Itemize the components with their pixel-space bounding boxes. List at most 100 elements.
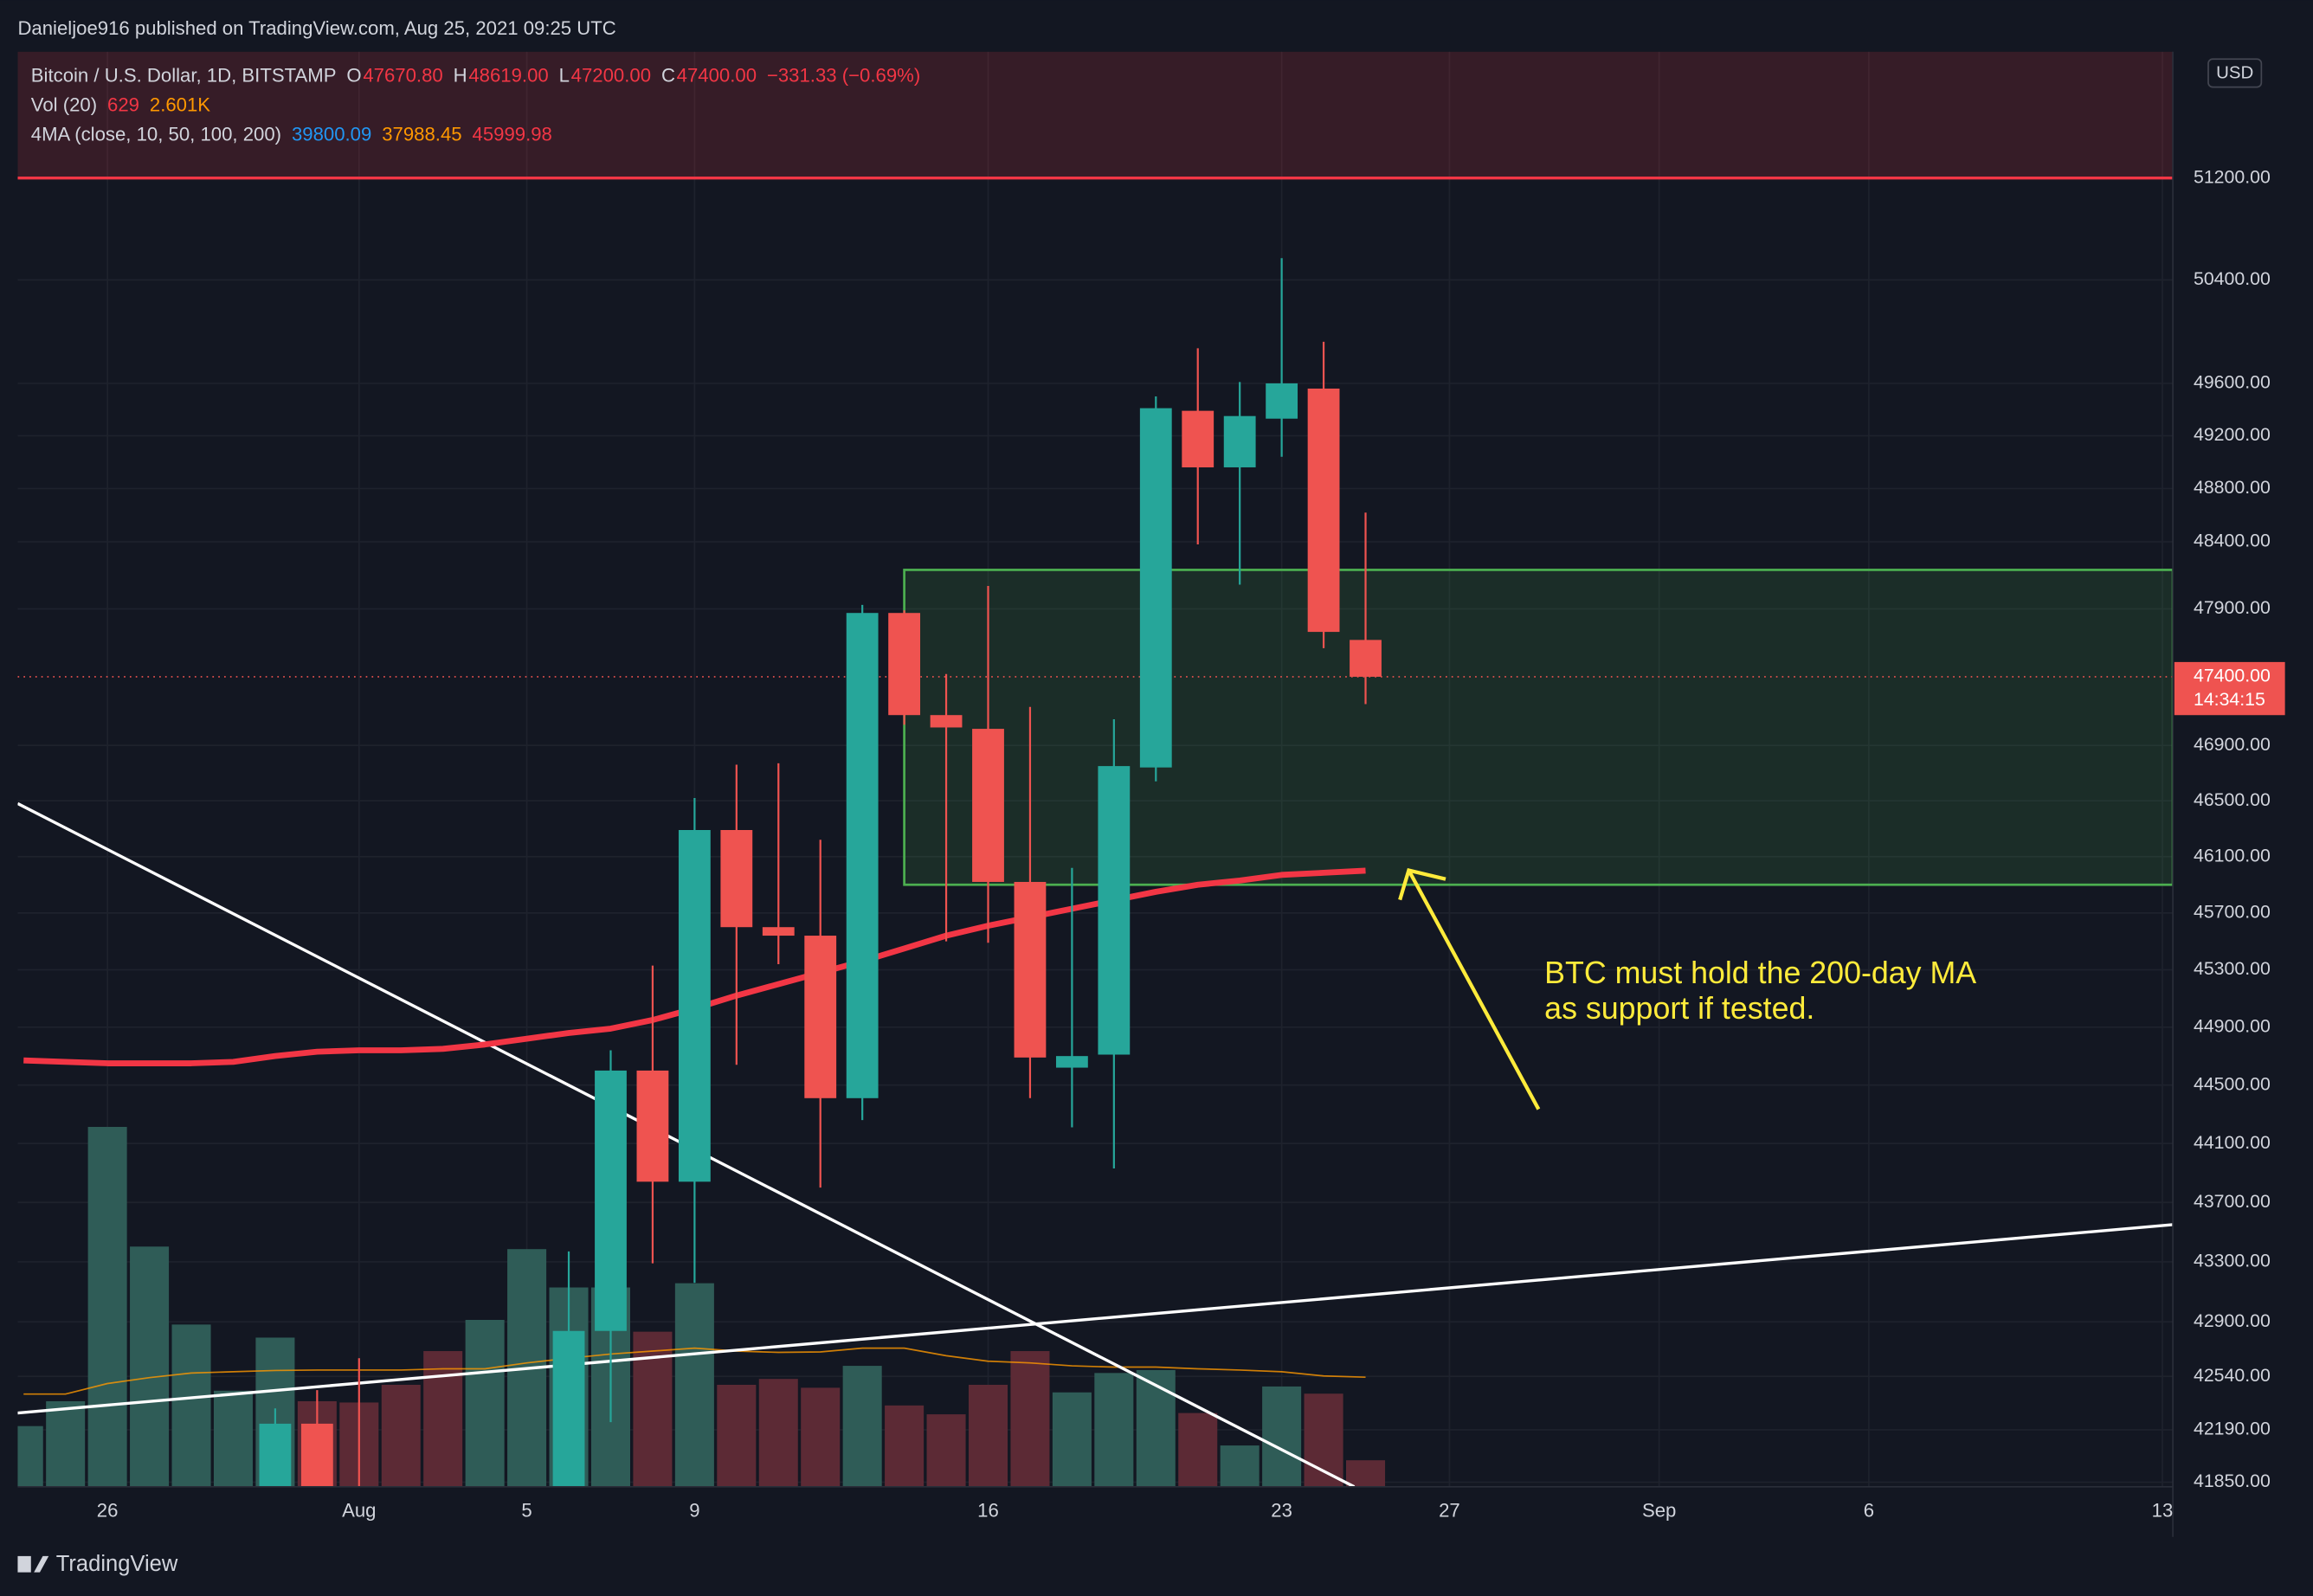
volume-bar (381, 1384, 421, 1487)
brand: TradingView (17, 1552, 178, 1576)
y-tick-label: 46100.00 (2194, 845, 2271, 866)
legend-item: −331.33 (−0.69%) (767, 65, 920, 87)
x-tick-label: 27 (1439, 1500, 1460, 1522)
y-tick-label: 42900.00 (2194, 1310, 2271, 1331)
volume-bar (1262, 1386, 1302, 1487)
candle-body (678, 829, 711, 1182)
volume-bar (423, 1351, 463, 1487)
x-tick-label: 26 (97, 1500, 119, 1522)
x-tick-label: 23 (1271, 1500, 1292, 1522)
volume-bar (1010, 1351, 1050, 1487)
y-tick-label: 44900.00 (2194, 1015, 2271, 1036)
legend-item: C (661, 65, 675, 87)
y-tick-label: 44500.00 (2194, 1073, 2271, 1094)
annotation-line: as support if tested. (1544, 991, 1814, 1026)
support-zone (903, 569, 2174, 886)
currency-label: USD (2216, 63, 2253, 83)
candle-body (1307, 388, 1340, 633)
trend-line (17, 1223, 2174, 1415)
legend-item: 2.601K (150, 94, 210, 116)
y-tick-label: 42190.00 (2194, 1419, 2271, 1439)
volume-bar (1094, 1373, 1134, 1487)
volume-bar (968, 1384, 1008, 1487)
legend-item: 47400.00 (677, 65, 757, 87)
y-tick-label: 51200.00 (2194, 166, 2271, 187)
x-tick-label: Sep (1642, 1500, 1676, 1522)
volume-bar (674, 1283, 714, 1487)
price-badge (2174, 661, 2285, 716)
candle-body (720, 829, 753, 928)
legend-item: Vol (20) (31, 94, 97, 116)
candle-body (1055, 1056, 1088, 1068)
legend-item: 48619.00 (468, 65, 548, 87)
candle-body (1098, 766, 1131, 1055)
x-tick-label: 9 (689, 1500, 699, 1522)
volume-bar (842, 1366, 882, 1487)
y-tick-label: 49600.00 (2194, 372, 2271, 393)
legend-item: 4MA (close, 10, 50, 100, 200) (31, 124, 281, 145)
y-tick-label: 46500.00 (2194, 789, 2271, 810)
x-tick-label: 6 (1864, 1500, 1874, 1522)
y-tick-label: 41850.00 (2194, 1471, 2271, 1491)
candle-body (552, 1330, 585, 1487)
y-tick-label: 47900.00 (2194, 597, 2271, 618)
price-badge-countdown: 14:34:15 (2194, 689, 2265, 710)
candle-body (300, 1423, 333, 1487)
volume-bar (717, 1384, 757, 1487)
published-line: Danieljoe916 published on TradingView.co… (17, 17, 615, 39)
volume-bar (465, 1320, 505, 1487)
volume-bar (46, 1400, 86, 1487)
y-tick-label: 45700.00 (2194, 901, 2271, 922)
candle-body (972, 729, 1004, 882)
candle-body (1350, 640, 1382, 677)
legend-item: 629 (107, 94, 139, 116)
candle-body (1223, 415, 1256, 467)
y-tick-label: 50400.00 (2194, 268, 2271, 289)
legend-item: O (346, 65, 361, 87)
y-tick-label: 44100.00 (2194, 1132, 2271, 1153)
candle-body (804, 936, 837, 1098)
candle-body (1014, 881, 1047, 1058)
volume-bar (1052, 1392, 1092, 1487)
volume-bar (1178, 1413, 1218, 1487)
grid (17, 51, 2174, 1487)
candle-body (636, 1070, 669, 1182)
volume-bar (1220, 1445, 1260, 1487)
volume-bar (1345, 1460, 1386, 1487)
candles (259, 258, 1382, 1487)
currency-badge (2207, 58, 2263, 88)
y-tick-label: 42540.00 (2194, 1365, 2271, 1386)
y-tick-label: 48400.00 (2194, 531, 2271, 551)
annotation-line: BTC must hold the 200-day MA (1544, 956, 1976, 990)
volume-bar (885, 1405, 925, 1487)
legend-item: L (559, 65, 570, 87)
y-tick-label: 49200.00 (2194, 424, 2271, 445)
price-badge-value: 47400.00 (2194, 666, 2271, 686)
brand-logo (17, 1555, 31, 1573)
legend-item: H (454, 65, 467, 87)
candle-body (1182, 410, 1214, 467)
arrow-shaft (1407, 869, 1541, 1110)
labels: 51200.00 50400.00 49600.00 49200.00 48800.00… (97, 166, 2285, 1522)
candle-body (1266, 383, 1298, 419)
resistance-shade (17, 51, 2174, 178)
volume-ma-line (23, 1347, 1366, 1395)
y-tick-label: 43300.00 (2194, 1251, 2271, 1271)
volume-bar (213, 1390, 253, 1487)
volume-bar (17, 1425, 43, 1487)
candle-body (888, 613, 921, 716)
brand-logo (34, 1555, 49, 1573)
candle-body (1139, 408, 1172, 768)
volume-bar (1136, 1369, 1176, 1487)
axes (17, 51, 2174, 1537)
candle-body (595, 1070, 627, 1331)
volume-bar (801, 1387, 841, 1487)
arrow-head (1398, 867, 1446, 901)
y-tick-label: 46900.00 (2194, 734, 2271, 755)
x-tick-label: 16 (977, 1500, 999, 1522)
x-tick-label: Aug (342, 1500, 376, 1522)
volume-bar (130, 1246, 170, 1487)
